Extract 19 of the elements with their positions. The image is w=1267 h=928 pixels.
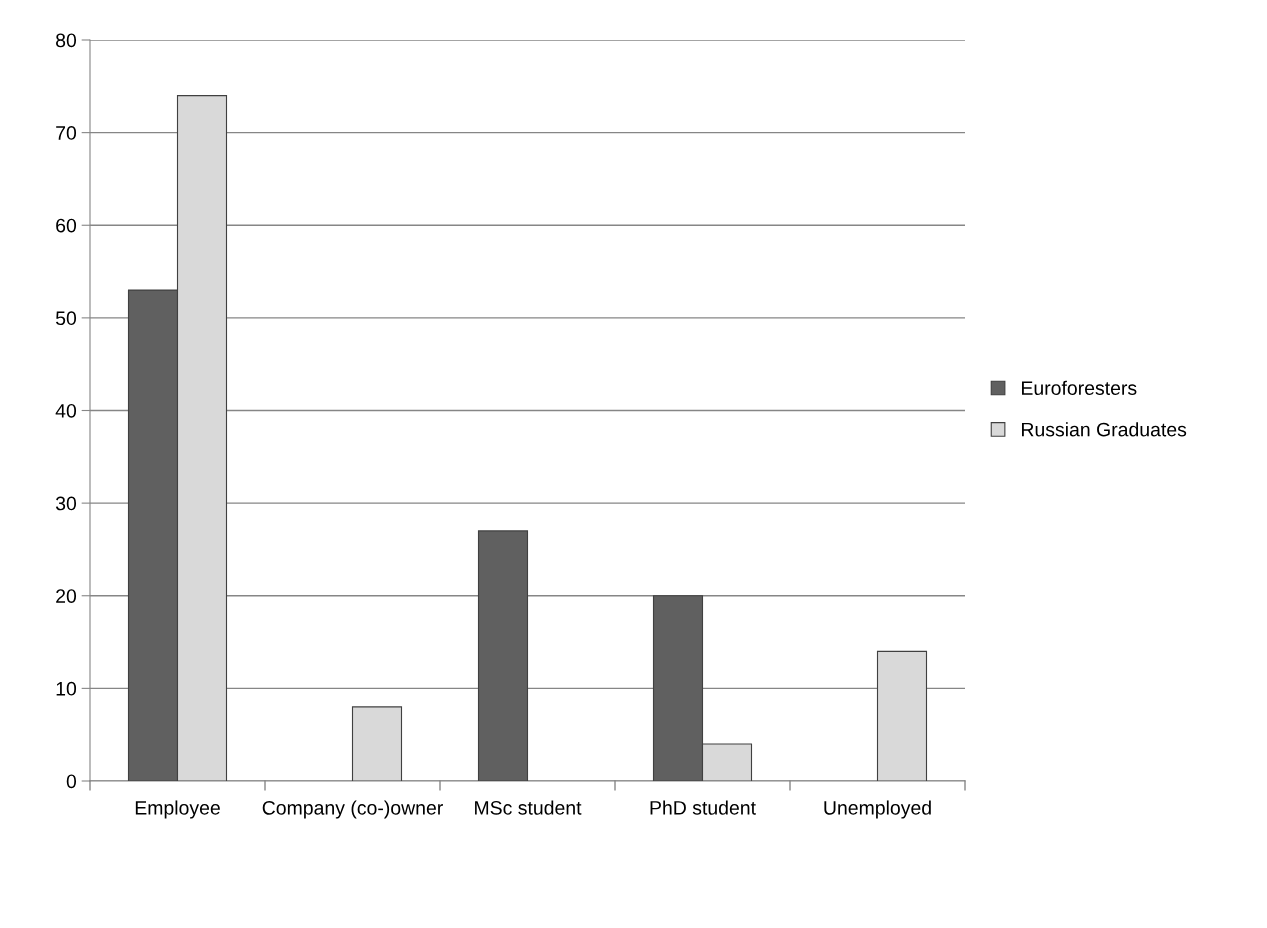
x-tick-label: Company (co-)owner [262,800,443,819]
bar [351,706,403,781]
y-tick-label: 10 [56,681,77,696]
y-tick-label: 0 [66,774,77,789]
y-tick-label: 40 [55,403,77,418]
legend-label: Euroforesters [1022,380,1137,395]
bar [477,530,529,781]
y-tick-label: 20 [56,589,77,603]
x-tick-label: Employee [135,800,220,819]
y-tick-label: 80 [56,33,77,48]
y-tick-label: 50 [55,311,77,326]
y-tick-label: 70 [56,126,77,140]
x-tick-label: Unemployed [824,800,931,819]
bar [876,650,928,781]
y-tick-label: 60 [56,218,77,233]
x-tick-label: MSc student [475,800,582,815]
x-tick-label: PhD student [650,800,756,815]
legend-label: Russian Graduates [1022,422,1187,437]
y-tick-label: 30 [55,496,77,511]
